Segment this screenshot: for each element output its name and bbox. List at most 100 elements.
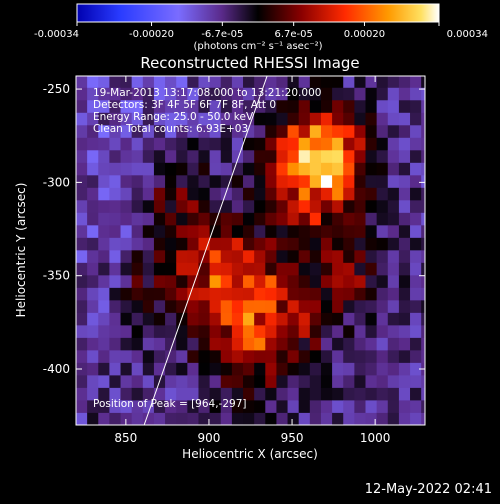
heatmap-cell — [153, 337, 166, 351]
heatmap-cell — [165, 99, 177, 113]
heatmap-cell — [220, 174, 233, 188]
heatmap-cell — [343, 162, 355, 176]
heatmap-cell — [198, 124, 211, 138]
heatmap-cell — [320, 212, 333, 226]
heatmap-cell — [142, 337, 155, 351]
heatmap-cell — [354, 299, 366, 313]
heatmap-cell — [265, 362, 277, 376]
heatmap-cell — [198, 349, 211, 363]
heatmap-cell — [165, 249, 177, 263]
heatmap-cell — [298, 112, 311, 126]
y-tick-label: -250 — [43, 82, 70, 96]
heatmap-cell — [98, 287, 110, 301]
heatmap-cell — [410, 124, 422, 138]
heatmap-cell — [165, 312, 177, 326]
heatmap-cell — [131, 324, 144, 338]
heatmap-cell — [142, 412, 155, 425]
heatmap-cell — [243, 399, 255, 413]
heatmap-cell — [120, 399, 133, 413]
colorbar-tick-label: 6.7e-05 — [274, 29, 312, 40]
heatmap-cell — [131, 337, 144, 351]
heatmap-cell — [220, 274, 233, 288]
heatmap-cell — [376, 76, 389, 88]
heatmap-cell — [287, 274, 300, 288]
heatmap-cell — [276, 174, 288, 188]
heatmap-cell — [365, 249, 378, 263]
heatmap-cell — [142, 312, 155, 326]
heatmap-cell — [131, 262, 144, 276]
heatmap-cell — [209, 249, 222, 263]
heatmap-cell — [332, 76, 344, 88]
heatmap-cell — [287, 412, 300, 425]
heatmap-cell — [298, 124, 311, 138]
heatmap-cell — [343, 312, 355, 326]
heatmap-cell — [421, 349, 425, 363]
heatmap-cell — [98, 99, 110, 113]
heatmap-cell — [220, 149, 233, 163]
heatmap-cell — [220, 137, 233, 151]
heatmap-cell — [287, 212, 300, 226]
heatmap-cell — [153, 237, 166, 251]
heatmap-cell — [265, 387, 277, 401]
heatmap-cell — [332, 124, 344, 138]
heatmap-cell — [309, 324, 322, 338]
heatmap-cell — [387, 387, 400, 401]
heatmap-cell — [243, 174, 255, 188]
heatmap-cell — [254, 174, 266, 188]
heatmap-cell — [421, 199, 425, 213]
heatmap-cell — [231, 237, 244, 251]
heatmap-cell — [165, 287, 177, 301]
heatmap-cell — [153, 137, 166, 151]
x-axis-label: Heliocentric X (arcsec) — [182, 447, 318, 461]
heatmap-cell — [343, 149, 355, 163]
heatmap-cell — [187, 362, 199, 376]
heatmap-cell — [287, 299, 300, 313]
heatmap-cell — [131, 237, 144, 251]
heatmap-cell — [365, 224, 378, 238]
heatmap-cell — [120, 387, 133, 401]
heatmap-cell — [231, 349, 244, 363]
heatmap-cell — [320, 299, 333, 313]
heatmap-cell — [131, 387, 144, 401]
heatmap-cell — [187, 324, 199, 338]
heatmap-cell — [142, 199, 155, 213]
heatmap-cell — [265, 137, 277, 151]
heatmap-cell — [320, 274, 333, 288]
heatmap-cell — [120, 124, 133, 138]
heatmap-cell — [398, 162, 411, 176]
heatmap-cell — [120, 374, 133, 388]
heatmap-cell — [98, 387, 110, 401]
heatmap-cell — [87, 224, 99, 238]
heatmap-cell — [343, 112, 355, 126]
heatmap-cell — [298, 412, 311, 425]
heatmap-cell — [387, 287, 400, 301]
heatmap-cell — [76, 274, 88, 288]
heatmap-cell — [142, 137, 155, 151]
heatmap-cell — [410, 324, 422, 338]
heatmap-cell — [142, 387, 155, 401]
heatmap-cell — [109, 237, 121, 251]
heatmap-cell — [87, 124, 99, 138]
heatmap-cell — [343, 262, 355, 276]
heatmap-cell — [209, 337, 222, 351]
heatmap-cell — [109, 212, 121, 226]
heatmap-cell — [398, 324, 411, 338]
heatmap-cell — [265, 399, 277, 413]
heatmap-cell — [220, 76, 233, 88]
heatmap-cell — [287, 399, 300, 413]
heatmap-cell — [387, 374, 400, 388]
heatmap-cell — [98, 162, 110, 176]
heatmap-cell — [265, 299, 277, 313]
heatmap-cell — [387, 112, 400, 126]
heatmap-cell — [376, 149, 389, 163]
heatmap-cell — [320, 187, 333, 201]
heatmap-cell — [265, 174, 277, 188]
heatmap-cell — [265, 162, 277, 176]
heatmap-cell — [387, 224, 400, 238]
heatmap-cell — [109, 87, 121, 101]
heatmap-cell — [209, 237, 222, 251]
heatmap-cell — [120, 99, 133, 113]
heatmap-cell — [165, 337, 177, 351]
heatmap-cell — [365, 412, 378, 425]
heatmap-cell — [387, 174, 400, 188]
